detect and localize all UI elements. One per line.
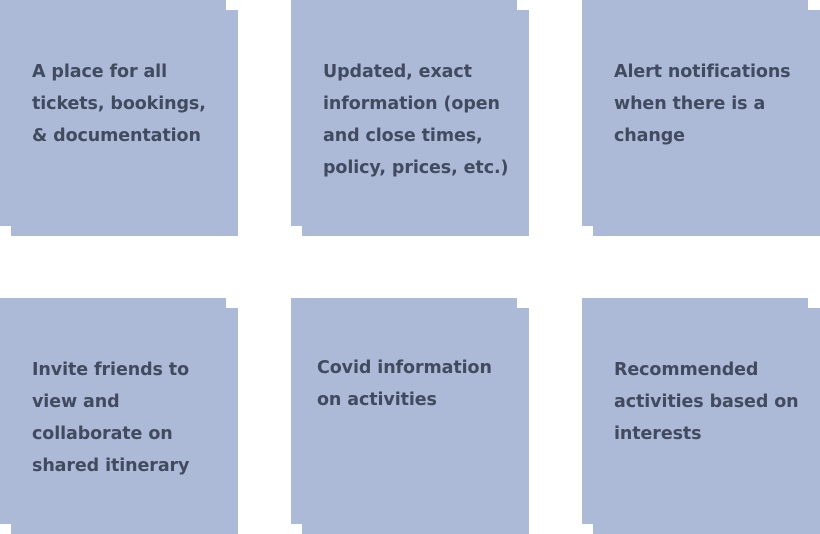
sticky-note-paper	[0, 298, 238, 534]
sticky-note-recommended-activities[interactable]: Recommended activities based on interest…	[582, 298, 820, 534]
sticky-note-text: A place for all tickets, bookings, & doc…	[32, 62, 206, 146]
sticky-note-updated-info[interactable]: Updated, exact information (open and clo…	[291, 0, 529, 236]
sticky-note-paper	[291, 298, 529, 534]
sticky-note-text: Covid information on activities	[317, 358, 492, 410]
sticky-note-text: Updated, exact information (open and clo…	[323, 62, 509, 178]
sticky-note-text: Invite friends to view and collaborate o…	[32, 360, 190, 476]
sticky-note-tickets-bookings[interactable]: A place for all tickets, bookings, & doc…	[0, 0, 238, 236]
sticky-note-text: Recommended activities based on interest…	[614, 360, 799, 444]
sticky-note-paper	[291, 0, 529, 236]
sticky-note-covid-info[interactable]: Covid information on activities	[291, 298, 529, 534]
sticky-note-invite-friends[interactable]: Invite friends to view and collaborate o…	[0, 298, 238, 534]
sticky-note-paper	[582, 298, 820, 534]
sticky-note-text: Alert notifications when there is a chan…	[614, 62, 791, 146]
sticky-note-paper	[582, 0, 820, 236]
sticky-note-paper	[0, 0, 238, 236]
sticky-note-alert-notifications[interactable]: Alert notifications when there is a chan…	[582, 0, 820, 236]
